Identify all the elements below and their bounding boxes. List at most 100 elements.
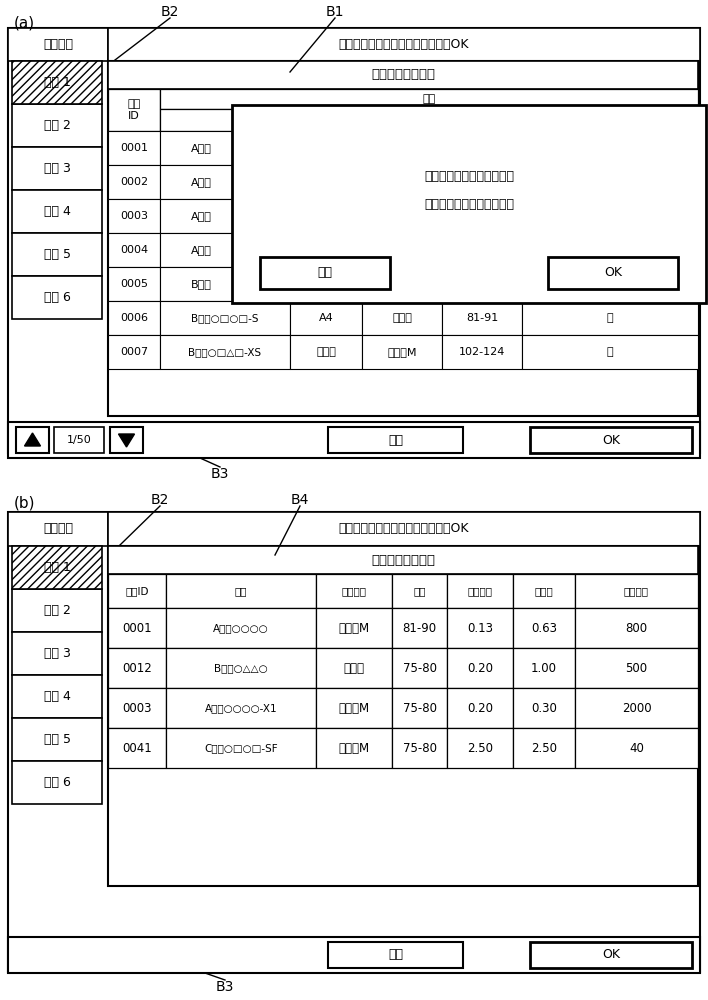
Bar [575,688,698,728]
Bar [108,688,166,728]
Text: B3: B3 [216,980,234,994]
Bar [513,648,575,688]
Bar [108,131,160,165]
Bar [316,574,392,608]
Bar [513,574,575,608]
Bar [392,688,447,728]
Text: 设定
ID: 设定 ID [127,99,141,121]
Bar [108,648,166,688]
Text: 81-91: 81-91 [466,313,498,323]
Text: A公司: A公司 [190,211,212,221]
Bar [108,546,698,574]
Bar [522,109,608,131]
Bar [166,728,316,768]
Bar [575,728,698,768]
Text: 0001: 0001 [122,621,152,635]
Text: 102-124: 102-124 [459,347,506,357]
Text: 无: 无 [607,347,613,357]
Bar [108,165,160,199]
Text: A公司○○○○-X1: A公司○○○○-X1 [205,703,278,713]
Text: 托盘 3: 托盘 3 [44,162,70,175]
Bar [575,608,698,648]
Text: B2: B2 [161,5,179,19]
Bar [160,165,242,199]
Bar [12,147,102,190]
Text: B公司○△△○: B公司○△△○ [215,663,268,673]
Text: 0003: 0003 [122,702,152,714]
Text: 请选择想适用于托盘的简档并选择OK: 请选择想适用于托盘的简档并选择OK [338,522,469,536]
Text: A公司: A公司 [190,177,212,187]
Text: 纸张托盘: 纸张托盘 [43,37,73,50]
Bar [447,688,513,728]
Bar [392,728,447,768]
Bar [110,427,143,453]
Bar [328,427,463,453]
Text: 托盘 4: 托盘 4 [44,205,70,218]
Text: 品牌: 品牌 [235,586,247,596]
Text: 0004: 0004 [120,245,148,255]
Text: 0.13: 0.13 [467,621,493,635]
Text: 托盘 5: 托盘 5 [43,248,71,261]
Bar [8,28,700,453]
Bar [290,109,362,131]
Text: 取消: 取消 [388,948,403,962]
Text: B公司○□○□-S: B公司○□○□-S [191,313,258,323]
Bar [447,574,513,608]
Text: 涂层纸M: 涂层纸M [338,621,370,635]
Bar [575,574,698,608]
Bar [12,104,102,147]
Text: 纸张: 纸张 [423,94,435,104]
Bar [530,942,692,968]
Bar [108,61,698,89]
Bar [442,335,522,369]
Text: 纸张种类候选一览: 纸张种类候选一览 [371,554,435,566]
Bar [160,199,242,233]
Bar [530,427,692,453]
Text: 75-80: 75-80 [403,742,437,754]
Bar [392,574,447,608]
Text: 取消: 取消 [317,266,333,279]
Bar [392,648,447,688]
Text: A4: A4 [319,313,333,323]
Bar [160,301,290,335]
Bar [166,688,316,728]
Text: 托盘 6: 托盘 6 [44,291,70,304]
Bar [447,648,513,688]
Bar [522,335,698,369]
Text: 1/50: 1/50 [67,435,91,445]
Bar [160,89,698,109]
Bar [108,199,160,233]
Bar [12,233,102,276]
Bar [290,301,362,335]
Text: 托盘 2: 托盘 2 [44,604,70,617]
Bar [108,233,160,267]
Text: 纸张种类: 纸张种类 [341,586,367,596]
Bar [513,608,575,648]
Bar [166,608,316,648]
Text: 81-90: 81-90 [402,621,437,635]
Text: 纸张种类候选一览: 纸张种类候选一览 [371,68,435,82]
Bar [316,608,392,648]
Text: 托盘 3: 托盘 3 [44,647,70,660]
Text: 0007: 0007 [120,347,148,357]
Bar [362,335,442,369]
Text: 取消: 取消 [388,434,403,446]
Bar [260,257,390,289]
Text: 0003: 0003 [120,211,148,221]
Text: OK: OK [602,434,620,446]
Bar [108,512,700,546]
Bar [12,276,102,319]
Text: 托盘 5: 托盘 5 [43,733,71,746]
Text: 2000: 2000 [622,702,651,714]
Bar [12,761,102,804]
Bar [108,28,700,61]
Bar [8,28,108,61]
Bar [54,427,104,453]
Bar [513,688,575,728]
Text: A公司○○○○: A公司○○○○ [213,623,269,633]
Bar [12,546,102,589]
Polygon shape [25,433,40,446]
Text: B公司: B公司 [190,279,212,289]
Text: 托盘 1: 托盘 1 [44,76,70,89]
Text: 无指定: 无指定 [316,347,336,357]
